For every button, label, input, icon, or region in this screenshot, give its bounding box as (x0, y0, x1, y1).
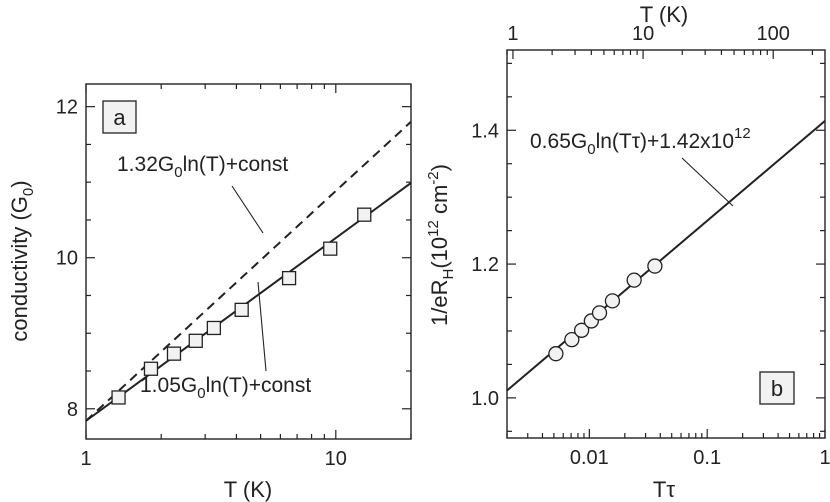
panel-a-dashed-fit-line (85, 121, 412, 422)
panel-a: 1 10 8 10 12 T (K) conductivity (G0) a 1… (7, 83, 412, 502)
panel-b-ytick-label-1-2: 1.2 (471, 254, 499, 276)
panel-a-data-point (111, 390, 126, 405)
panel-b-solid-fit-line (506, 120, 826, 392)
panel-b-annotation-fit: 0.65G0ln(Tτ)+1.42x1012 (530, 125, 751, 158)
panel-a-ytick-label-10: 10 (56, 248, 78, 270)
panel-a-label: a (113, 105, 126, 130)
panel-b-top-xtick-label-10: 10 (632, 23, 654, 45)
panel-b-xtick-label-0-01: 0.01 (570, 447, 609, 469)
panel-b-fit-lines (506, 120, 826, 392)
panel-a-data-point (206, 320, 222, 336)
panel-b-data-point (604, 293, 621, 309)
panel-a-annotation-upper-leader (231, 185, 264, 234)
panel-b-top-xtick-label-100: 100 (757, 23, 790, 45)
panel-b-data-points (548, 258, 663, 362)
panel-b-xtick-label-0-1: 0.1 (693, 447, 721, 469)
panel-a-xtick-label-10: 10 (325, 448, 347, 470)
panel-b-top-xlabel: T (K) (640, 2, 688, 27)
panel-a-ticks (85, 84, 412, 439)
panel-b-data-point (573, 322, 590, 338)
panel-b-top-xtick-label-1: 1 (507, 23, 518, 45)
panel-a-xlabel: T (K) (224, 477, 272, 502)
panel-a-data-point (281, 270, 297, 286)
panel-b-frame (506, 49, 826, 439)
panel-a-fit-lines (85, 121, 412, 422)
panel-b-ylabel: 1/eRH(1012 cm-2) (425, 164, 457, 326)
panel-b: 0.01 0.1 1 1 10 100 1.0 1.2 1.4 Tτ T (K)… (425, 2, 830, 502)
panel-b-annotation-fit-leader (681, 157, 734, 207)
panel-a-data-point (143, 361, 159, 376)
panel-a-annotation-lower-leader (257, 281, 267, 372)
panel-b-label-box (759, 371, 795, 405)
panel-b-data-point (591, 305, 608, 321)
panel-b-data-point (548, 346, 564, 362)
panel-a-ylabel: conductivity (G0) (7, 180, 37, 341)
panel-a-data-point (357, 207, 372, 222)
panel-a-data-point (234, 302, 249, 317)
panel-a-label-box (102, 100, 137, 134)
panel-b-label: b (771, 376, 783, 401)
panel-b-xlabel: Tτ (653, 477, 675, 502)
panel-a-ytick-label-12: 12 (56, 97, 78, 119)
panel-b-ytick-label-1-4: 1.4 (471, 120, 499, 142)
panel-a-data-point (188, 333, 203, 348)
panel-a-xtick-label-1: 1 (80, 448, 91, 470)
panel-b-xtick-label-1: 1 (819, 447, 830, 469)
panel-a-ytick-label-8: 8 (67, 399, 78, 421)
panel-a-data-point (323, 241, 338, 256)
panel-a-annotation-upper: 1.32G0ln(T)+const (117, 153, 288, 181)
panel-b-data-point (647, 258, 663, 274)
panel-a-frame (85, 83, 412, 440)
panel-a-solid-fit-line (85, 182, 412, 422)
panel-a-data-point (166, 346, 182, 361)
panel-b-ytick-label-1-0: 1.0 (471, 388, 499, 410)
panel-b-data-point (626, 272, 642, 288)
panel-a-data-points (111, 207, 372, 405)
panel-b-ticks (506, 50, 826, 438)
panel-b-data-point (564, 332, 580, 348)
panel-a-annotation-lower: 1.05G0ln(T)+const (140, 374, 311, 402)
